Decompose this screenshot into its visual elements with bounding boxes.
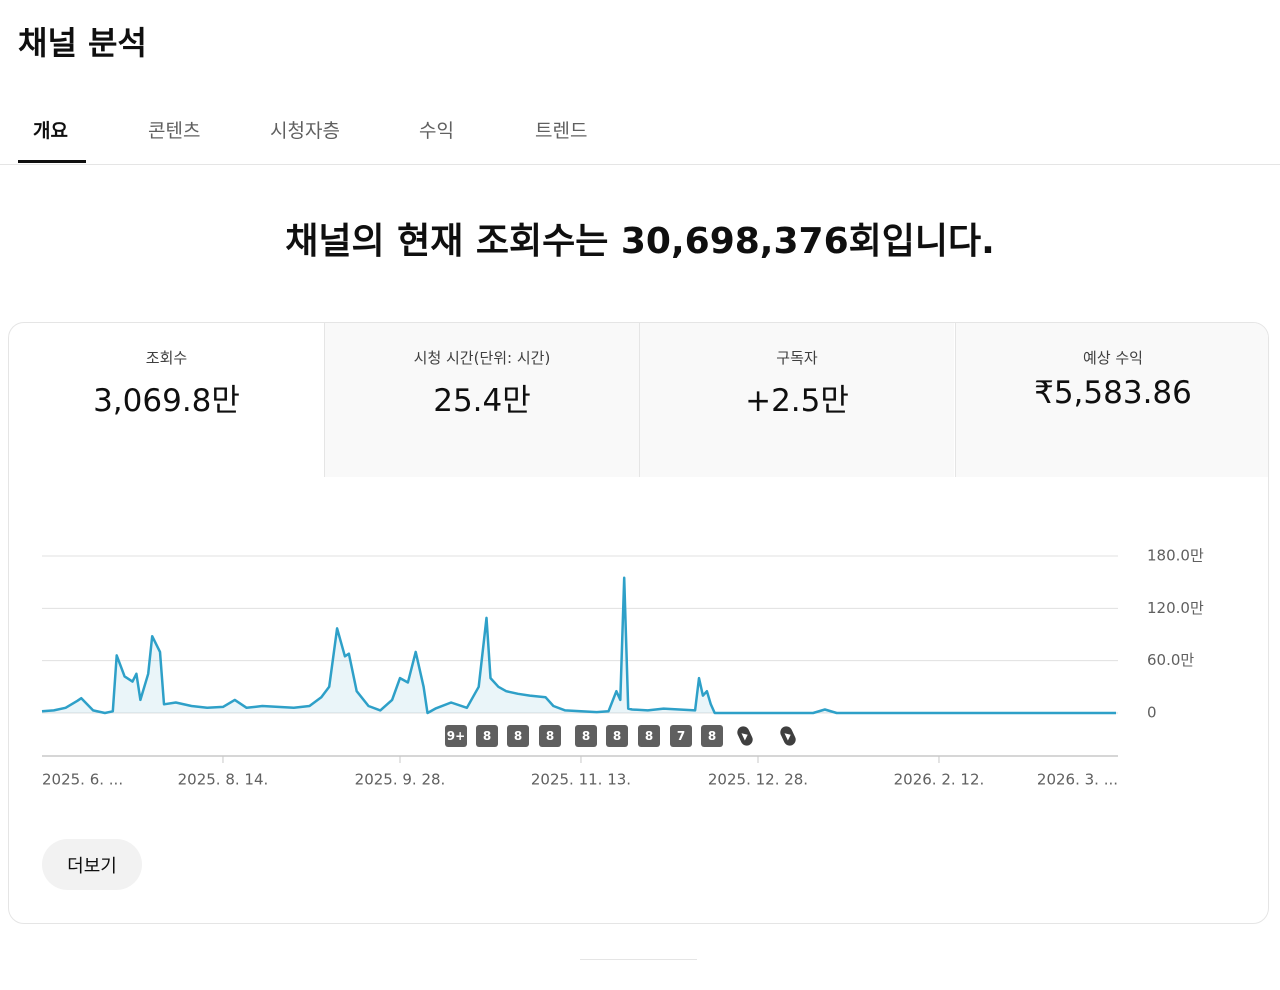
badge-box xyxy=(476,725,498,747)
badge-box xyxy=(507,725,529,747)
more-button[interactable]: 더보기 xyxy=(42,839,142,890)
x-tick-label: 2025. 6. ... xyxy=(42,771,123,789)
line xyxy=(41,576,1116,715)
badge-label: 8 xyxy=(514,729,522,743)
upload-badge: 8 xyxy=(507,725,529,747)
badge-box xyxy=(606,725,628,747)
badge-box xyxy=(670,725,692,747)
shorts-icon xyxy=(737,726,753,746)
metric-tab[interactable]: 구독자 +2.5만 xyxy=(639,323,954,477)
metric-label: 예상 수익 xyxy=(1083,349,1143,367)
upload-badge: 9+ xyxy=(445,725,467,747)
divider xyxy=(580,959,697,960)
metric-tab[interactable]: 예상 수익 ₹5,583.86 xyxy=(955,323,1268,477)
metric-tab[interactable]: 시청 시간(단위: 시간) 25.4만 xyxy=(324,323,639,477)
metric-tab[interactable]: 조회수 3,069.8만 xyxy=(9,323,324,477)
tab[interactable]: 시청자층 xyxy=(270,120,340,142)
upload-badge: 8 xyxy=(701,725,723,747)
badge-label: 8 xyxy=(708,729,716,743)
upload-badge: 8 xyxy=(476,725,498,747)
badge-box xyxy=(539,725,561,747)
tab[interactable]: 개요 xyxy=(33,120,68,142)
shorts-play xyxy=(741,733,748,741)
upload-badge: 8 xyxy=(606,725,628,747)
x-tick-label: 2026. 2. 12. xyxy=(894,771,985,789)
metric-value: 3,069.8만 xyxy=(93,383,240,419)
metric-value: 25.4만 xyxy=(433,383,531,419)
y-tick-label: 120.0만 xyxy=(1147,599,1204,617)
y-tick-label: 180.0만 xyxy=(1147,547,1204,565)
analytics-card: 조회수 3,069.8만 시청 시간(단위: 시간) 25.4만 구독자 +2.… xyxy=(8,322,1269,924)
badge-box xyxy=(638,725,660,747)
x-tick-label: 2025. 8. 14. xyxy=(178,771,269,789)
tab[interactable]: 트렌드 xyxy=(535,120,588,142)
x-tick-label: 2025. 11. 13. xyxy=(531,771,631,789)
upload-badge: 8 xyxy=(575,725,597,747)
badge-label: 9+ xyxy=(447,729,465,743)
area xyxy=(42,577,1116,713)
x-tick-label: 2026. 3. ... xyxy=(1037,771,1118,789)
tab[interactable]: 콘텐츠 xyxy=(148,120,201,142)
upload-badge: 8 xyxy=(539,725,561,747)
badge-label: 8 xyxy=(613,729,621,743)
metric-label: 구독자 xyxy=(776,349,818,367)
tab-indicator xyxy=(18,160,86,163)
x-tick-label: 2025. 12. 28. xyxy=(708,771,808,789)
badge-label: 8 xyxy=(483,729,491,743)
tab-bar: 개요 콘텐츠 시청자층 수익 트렌드 xyxy=(0,100,1280,165)
y-tick-label: 0 xyxy=(1147,704,1157,722)
badge-box xyxy=(445,725,467,747)
upload-badge: 7 xyxy=(670,725,692,747)
badge-box xyxy=(701,725,723,747)
badge-box xyxy=(575,725,597,747)
badge-label: 8 xyxy=(582,729,590,743)
metric-value: +2.5만 xyxy=(745,383,849,419)
page-title: 채널 분석 xyxy=(18,24,147,62)
shorts-icon xyxy=(780,726,796,746)
x-tick-label: 2025. 9. 28. xyxy=(355,771,446,789)
upload-badge: 8 xyxy=(638,725,660,747)
y-tick-label: 60.0만 xyxy=(1147,651,1194,669)
metric-value: ₹5,583.86 xyxy=(1034,375,1192,411)
badge-label: 8 xyxy=(645,729,653,743)
metric-label: 시청 시간(단위: 시간) xyxy=(413,349,551,367)
badge-label: 7 xyxy=(677,729,685,743)
headline: 채널의 현재 조회수는 30,698,376회입니다. xyxy=(285,221,995,262)
tab[interactable]: 수익 xyxy=(419,120,454,142)
metric-label: 조회수 xyxy=(145,349,188,367)
badge-label: 8 xyxy=(546,729,554,743)
shorts-play xyxy=(784,733,791,741)
